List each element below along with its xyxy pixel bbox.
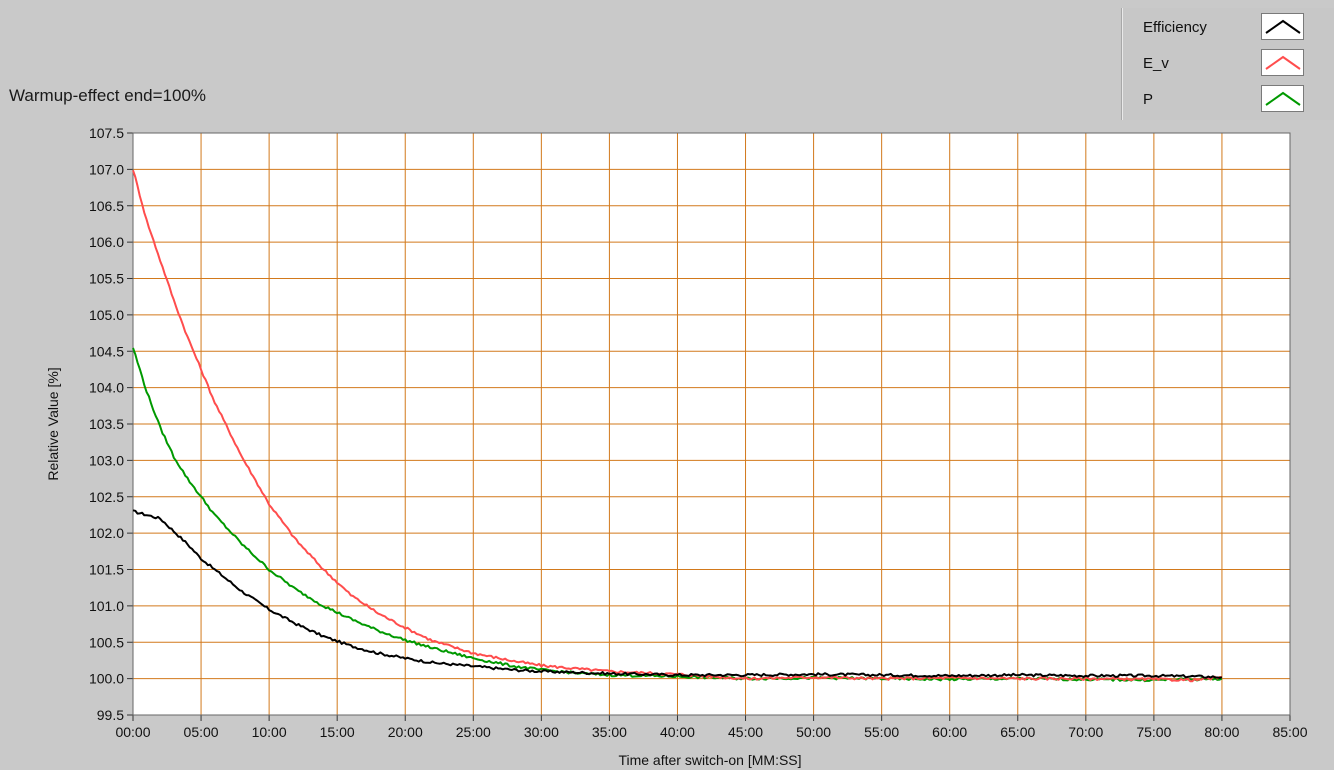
x-tick-label: 35:00 (592, 724, 627, 740)
x-tick-label: 60:00 (932, 724, 967, 740)
y-axis-label: Relative Value [%] (45, 367, 61, 480)
x-tick-label: 05:00 (184, 724, 219, 740)
y-tick-label: 103.0 (89, 452, 124, 468)
x-tick-label: 70:00 (1068, 724, 1103, 740)
y-tick-label: 104.5 (89, 343, 124, 359)
legend-item-e-v[interactable]: E_v (1123, 46, 1334, 82)
legend-item-efficiency[interactable]: Efficiency (1123, 10, 1334, 46)
y-tick-label: 99.5 (97, 707, 124, 723)
y-tick-label: 100.5 (89, 634, 124, 650)
y-tick-label: 101.0 (89, 598, 124, 614)
y-tick-label: 107.5 (89, 125, 124, 141)
x-tick-label: 45:00 (728, 724, 763, 740)
y-tick-label: 105.5 (89, 271, 124, 287)
x-tick-label: 75:00 (1136, 724, 1171, 740)
y-tick-label: 103.5 (89, 416, 124, 432)
series-line-efficiency (132, 509, 1223, 679)
y-tick-label: 106.0 (89, 234, 124, 250)
x-tick-label: 10:00 (252, 724, 287, 740)
x-axis-label: Time after switch-on [MM:SS] (618, 752, 801, 768)
y-tick-label: 101.5 (89, 562, 124, 578)
y-tick-label: 104.0 (89, 380, 124, 396)
chart-title: Warmup-effect end=100% (9, 86, 207, 105)
y-tick-label: 102.5 (89, 489, 124, 505)
x-tick-label: 25:00 (456, 724, 491, 740)
x-tick-label: 30:00 (524, 724, 559, 740)
plot-frame (132, 132, 1291, 716)
line-swatch-icon[interactable] (1261, 49, 1304, 76)
y-tick-label: 107.0 (89, 161, 124, 177)
x-tick-label: 15:00 (320, 724, 355, 740)
x-tick-label: 40:00 (660, 724, 695, 740)
y-tick-label: 102.0 (89, 525, 124, 541)
y-tick-label: 106.5 (89, 198, 124, 214)
x-tick-label: 80:00 (1204, 724, 1239, 740)
series-layer (132, 169, 1223, 683)
axis-layer: 99.5 100.0 100.5 101.0 101.5 102.0 102.5 103.0 1… (89, 125, 1308, 740)
line-swatch-icon[interactable] (1261, 85, 1304, 112)
legend-label: E_v (1143, 55, 1169, 72)
x-tick-label: 85:00 (1272, 724, 1307, 740)
legend-item-p[interactable]: P (1123, 82, 1334, 118)
legend: Efficiency E_v P (1122, 8, 1334, 120)
series-line-e-v (132, 169, 1222, 683)
legend-label: Efficiency (1143, 19, 1207, 36)
legend-label: P (1143, 91, 1154, 108)
line-swatch-icon[interactable] (1261, 13, 1304, 40)
x-tick-label: 55:00 (864, 724, 899, 740)
y-tick-label: 105.0 (89, 307, 124, 323)
x-tick-label: 00:00 (115, 724, 150, 740)
y-tick-label: 100.0 (89, 671, 124, 687)
x-tick-label: 50:00 (796, 724, 831, 740)
x-tick-label: 20:00 (388, 724, 423, 740)
x-tick-label: 65:00 (1000, 724, 1035, 740)
